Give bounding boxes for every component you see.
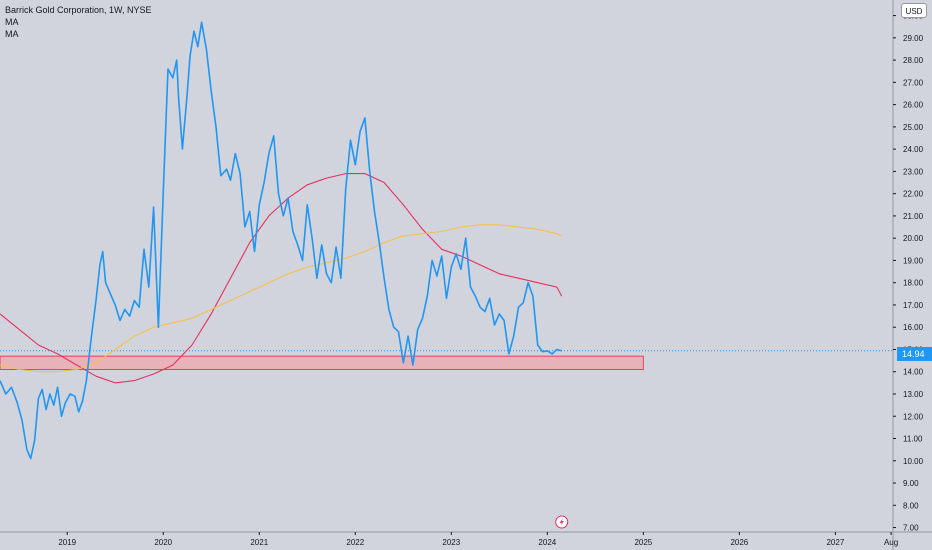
y-tick-label: 18.00 <box>903 279 924 288</box>
ma-slow-line[interactable] <box>0 224 562 373</box>
currency-button[interactable]: USD <box>901 3 927 18</box>
x-tick-label: 2022 <box>346 538 364 547</box>
price-series-line[interactable] <box>0 21 562 460</box>
x-tick-label: 2020 <box>154 538 172 547</box>
x-tick-label: 2019 <box>58 538 76 547</box>
x-tick-label: 2023 <box>442 538 460 547</box>
y-tick-label: 29.00 <box>903 34 924 43</box>
x-axis[interactable]: 2019 2020 2021 2022 2023 2024 2025 2026 2027 Aug <box>0 531 932 547</box>
y-tick-label: 25.00 <box>903 123 924 132</box>
y-tick-label: 19.00 <box>903 256 924 265</box>
lightning-icon[interactable] <box>555 515 569 529</box>
legend-symbol-title[interactable]: Barrick Gold Corporation, 1W, NYSE <box>5 5 152 15</box>
y-tick-label: 17.00 <box>903 301 924 310</box>
x-tick-label: 2021 <box>250 538 268 547</box>
y-tick-label: 7.00 <box>903 524 919 533</box>
series-layer <box>0 21 569 529</box>
y-tick-label: 11.00 <box>903 435 923 444</box>
y-tick-label: 21.00 <box>903 212 924 221</box>
y-tick-label: 12.00 <box>903 412 924 421</box>
x-tick-label: Aug <box>884 538 898 547</box>
y-tick-label: 8.00 <box>903 501 919 510</box>
support-zone-layer <box>0 355 644 371</box>
y-tick-label: 23.00 <box>903 167 924 176</box>
support-zone-rect[interactable] <box>0 355 644 371</box>
y-tick-label: 10.00 <box>903 457 924 466</box>
y-tick-label: 24.00 <box>903 145 924 154</box>
y-tick-label: 20.00 <box>903 234 924 243</box>
y-tick-label: 16.00 <box>903 323 924 332</box>
x-tick-label: 2026 <box>730 538 748 547</box>
legend-ma-slow[interactable]: MA <box>5 29 19 39</box>
y-tick-label: 14.00 <box>903 368 924 377</box>
y-tick-label: 22.00 <box>903 190 924 199</box>
y-tick-label: 28.00 <box>903 56 924 65</box>
y-tick-label: 9.00 <box>903 479 919 488</box>
y-axis[interactable]: 30.0029.0028.0027.0026.0025.0024.0023.00… <box>892 0 924 550</box>
chart-legend: Barrick Gold Corporation, 1W, NYSE MA MA <box>5 4 152 40</box>
x-tick-label: 2024 <box>538 538 556 547</box>
x-tick-label: 2027 <box>826 538 844 547</box>
y-tick-label: 26.00 <box>903 101 924 110</box>
x-tick-label: 2025 <box>634 538 652 547</box>
legend-ma-fast[interactable]: MA <box>5 17 19 27</box>
y-tick-label: 27.00 <box>903 78 924 87</box>
last-price-tag: 14.94 <box>897 347 932 361</box>
y-tick-label: 13.00 <box>903 390 924 399</box>
